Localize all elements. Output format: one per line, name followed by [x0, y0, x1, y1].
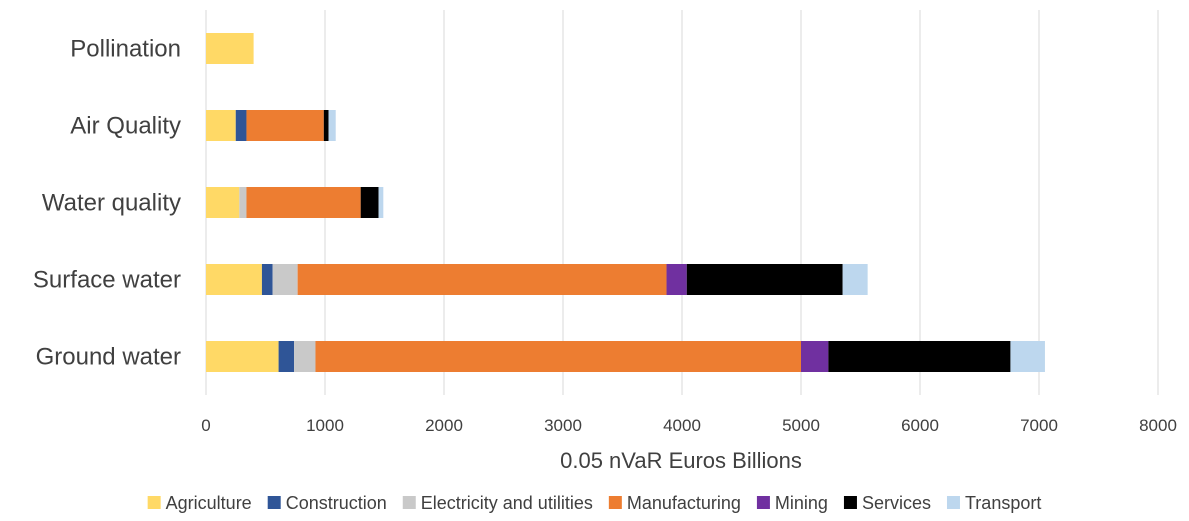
bar-segment — [328, 110, 336, 141]
legend-item: Agriculture — [147, 493, 252, 513]
bar-segment — [360, 187, 379, 218]
bar-segment — [323, 110, 329, 141]
bar-segment — [206, 187, 240, 218]
legend-item: Transport — [946, 493, 1041, 513]
legend-label: Mining — [775, 493, 828, 513]
x-axis-title: 0.05 nVaR Euros Billions — [560, 448, 802, 473]
legend-label: Manufacturing — [627, 493, 741, 513]
bar-segment — [842, 264, 868, 295]
category-label: Surface water — [33, 267, 181, 294]
legend-item: Electricity and utilities — [402, 493, 593, 513]
bar-segment — [315, 341, 801, 372]
gridlines — [205, 10, 1159, 395]
bar-segment — [246, 110, 324, 141]
legend-label: Transport — [965, 493, 1041, 513]
x-tick-label: 0 — [201, 416, 210, 435]
bar-segment — [828, 341, 1011, 372]
category-label: Water quality — [42, 190, 181, 217]
category-label: Pollination — [70, 36, 181, 63]
legend-item: Mining — [756, 493, 828, 513]
x-tick-label: 1000 — [306, 416, 344, 435]
legend-item: Services — [843, 493, 931, 513]
bar-segment — [206, 341, 279, 372]
bar-segment — [206, 33, 254, 64]
legend-label: Electricity and utilities — [421, 493, 593, 513]
legend-swatch — [946, 496, 960, 509]
x-tick-label: 8000 — [1139, 416, 1177, 435]
x-tick-label: 2000 — [425, 416, 463, 435]
x-tick-label: 3000 — [544, 416, 582, 435]
bar-segment — [686, 264, 843, 295]
legend-label: Services — [862, 493, 931, 513]
bar-segment — [1010, 341, 1045, 372]
legend: Agriculture Construction Electricity and u… — [147, 493, 1041, 513]
legend-swatch — [147, 496, 161, 509]
bar-segment — [294, 341, 316, 372]
x-tick-label: 4000 — [663, 416, 701, 435]
category-label: Air Quality — [70, 113, 181, 140]
bar-segment — [666, 264, 687, 295]
bar-segment — [235, 110, 247, 141]
legend-label: Agriculture — [166, 493, 252, 513]
bar-segment — [297, 264, 667, 295]
legend-item: Construction — [267, 493, 387, 513]
bar-segment — [278, 341, 295, 372]
bar-segment — [378, 187, 384, 218]
legend-item: Manufacturing — [608, 493, 741, 513]
bar-segment — [246, 187, 361, 218]
bars — [206, 33, 1045, 372]
legend-label: Construction — [286, 493, 387, 513]
bar-segment — [239, 187, 247, 218]
bar-segment — [801, 341, 829, 372]
category-label: Ground water — [36, 344, 181, 371]
legend-swatch — [402, 496, 416, 509]
legend-swatch — [756, 496, 770, 509]
x-tick-label: 7000 — [1020, 416, 1058, 435]
bar-segment — [206, 110, 236, 141]
x-tick-labels: 0 1000 2000 3000 4000 5000 6000 7000 8000 — [201, 416, 1177, 435]
legend-swatch — [267, 496, 281, 509]
legend-swatch — [843, 496, 857, 509]
bar-segment — [261, 264, 273, 295]
category-labels: Pollination Air Quality Water quality Surfa… — [33, 36, 181, 371]
bar-segment — [272, 264, 298, 295]
x-tick-label: 6000 — [901, 416, 939, 435]
legend-swatch — [608, 496, 622, 509]
x-tick-label: 5000 — [782, 416, 820, 435]
bar-segment — [206, 264, 262, 295]
